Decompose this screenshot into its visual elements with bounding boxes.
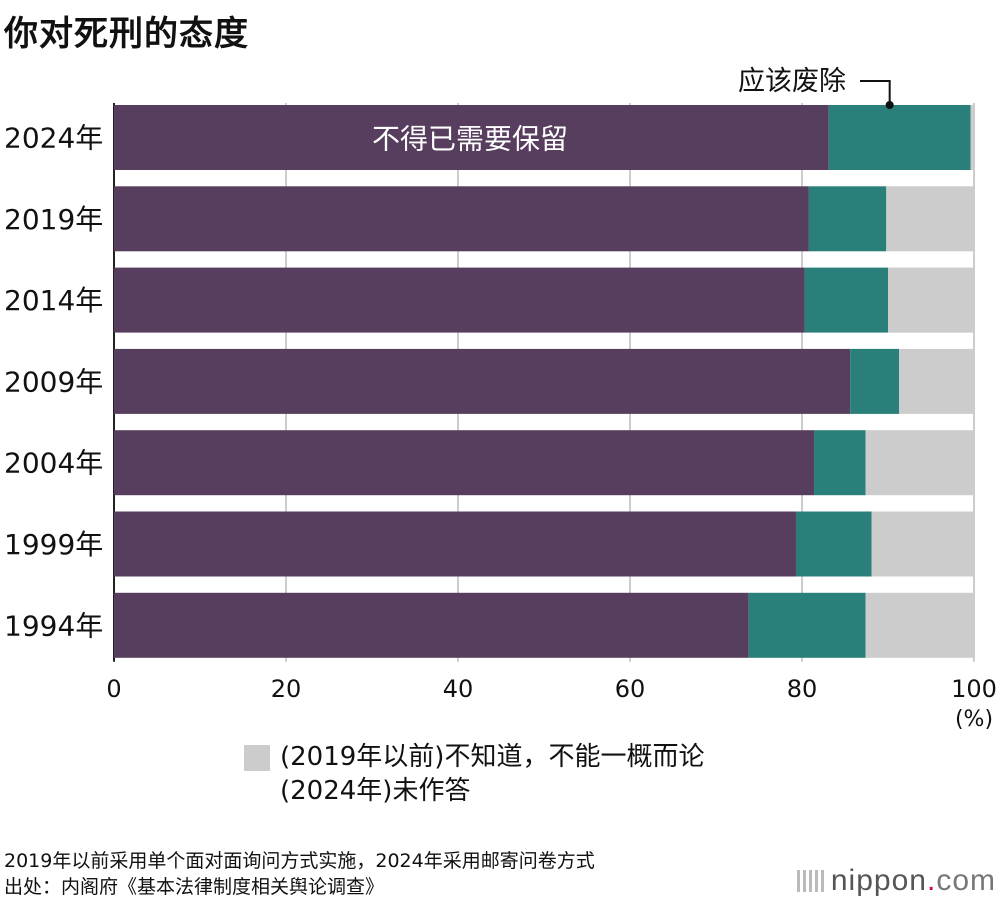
bar-segment-retain — [114, 186, 809, 252]
y-category-label: 2014年 — [4, 284, 103, 317]
bar-label-retain: 不得已需要保留 — [372, 123, 568, 156]
bar-segment-abolish — [748, 592, 866, 658]
x-tick-label: 0 — [106, 675, 121, 703]
x-tick-label: 80 — [787, 675, 818, 703]
bar-segment-no-answer — [871, 511, 974, 577]
nippon-logo: nippon.com — [796, 864, 996, 898]
y-category-label: 1994年 — [4, 609, 103, 642]
bar-segment-retain — [114, 105, 829, 170]
y-category-label: 2004年 — [4, 447, 103, 480]
footnotes: 2019年以前采用单个面对面询问方式实施，2024年采用邮寄问卷方式 出处：内阁… — [4, 848, 595, 900]
footnote-method: 2019年以前采用单个面对面询问方式实施，2024年采用邮寄问卷方式 — [4, 850, 595, 872]
chart-title: 你对死刑的态度 — [4, 14, 249, 54]
bar-segment-retain — [114, 511, 796, 577]
bar-segment-no-answer — [886, 186, 974, 252]
logo-dot: . — [926, 864, 937, 897]
bar-segment-abolish — [828, 105, 971, 170]
logo-stripes-icon — [796, 870, 825, 892]
callout-leader-dot — [885, 101, 894, 109]
x-tick-label: 100 — [951, 675, 997, 703]
logo-name: nippon — [830, 864, 927, 897]
bar-segment-retain — [114, 430, 815, 496]
bar-segment-abolish — [808, 186, 887, 252]
bar-segment-retain — [114, 267, 805, 333]
legend-label-line1: (2019年以前)不知道，不能一概而论 — [280, 742, 705, 772]
x-unit-label: (%) — [955, 707, 993, 732]
bar-segment-no-answer — [865, 592, 974, 658]
y-category-label: 2009年 — [4, 365, 103, 398]
bar-segment-no-answer — [888, 267, 974, 333]
bar-segment-no-answer — [865, 430, 974, 496]
logo-tld: com — [936, 864, 996, 897]
bar-segment-abolish — [850, 348, 900, 414]
bar-chart: 2024年 2019年 2014年 2009年 2004年 1999年 1994年 0 20 4… — [4, 66, 997, 732]
x-tick-label: 60 — [615, 675, 646, 703]
bar-segment-no-answer — [970, 105, 974, 170]
bar-segment-abolish — [804, 267, 888, 333]
callout-label-abolish: 应该废除 — [738, 66, 846, 97]
legend-swatch-no-answer — [244, 745, 270, 771]
bar-segment-retain — [114, 348, 851, 414]
bar-segment-retain — [114, 592, 749, 658]
callout-leader-line — [860, 80, 891, 105]
bar-segment-abolish — [814, 430, 866, 496]
y-category-label: 2024年 — [4, 122, 103, 155]
y-category-label: 2019年 — [4, 203, 103, 236]
legend-label-line2: (2024年)未作答 — [280, 776, 471, 806]
x-tick-label: 40 — [443, 675, 474, 703]
x-tick-label: 20 — [271, 675, 302, 703]
y-category-label: 1999年 — [4, 528, 103, 561]
footnote-source: 出处：内阁府《基本法律制度相关舆论调查》 — [4, 876, 385, 898]
bar-segment-abolish — [795, 511, 872, 577]
bar-segment-no-answer — [899, 348, 974, 414]
